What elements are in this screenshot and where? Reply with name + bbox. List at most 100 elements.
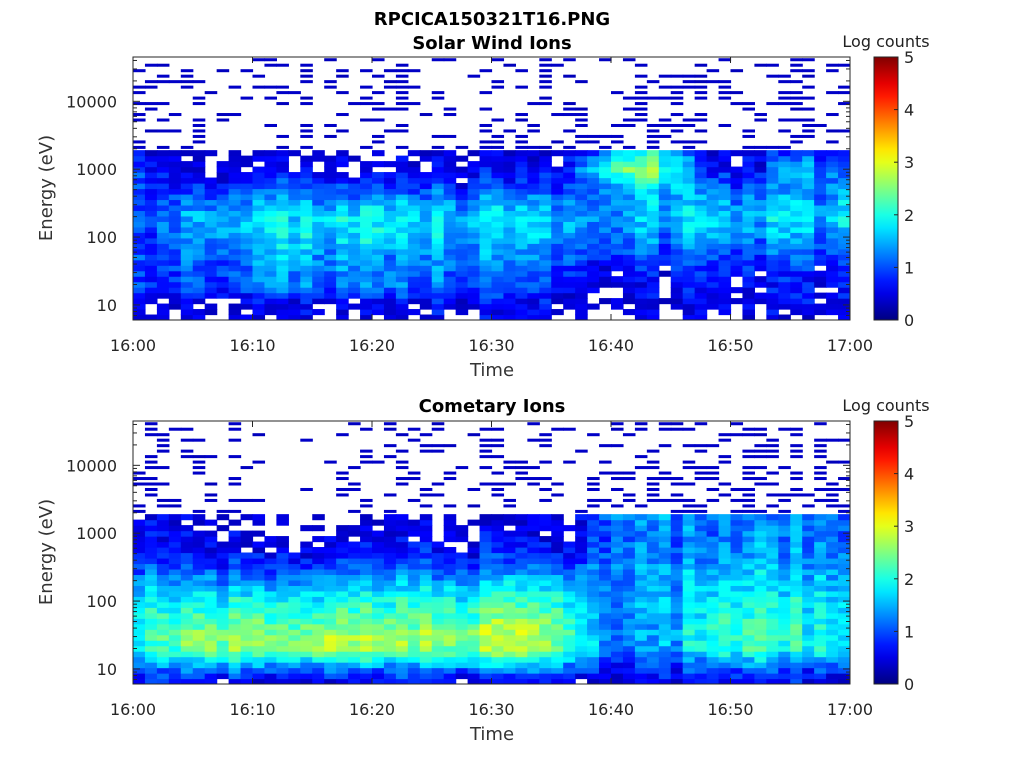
spectrogram-cell: [622, 525, 636, 532]
spectrogram-cell: [718, 276, 732, 283]
spectrogram-cell: [539, 596, 552, 603]
spectrogram-cell: [826, 607, 839, 614]
spectrogram-cell: [778, 579, 791, 586]
spectrogram-cell: [515, 118, 528, 122]
spectrogram-cell: [395, 287, 409, 294]
spectrogram-cell: [360, 673, 373, 680]
spectrogram-cell: [587, 276, 600, 283]
spectrogram-cell: [587, 155, 600, 162]
spectrogram-cell: [766, 188, 779, 195]
spectrogram-cell: [133, 193, 146, 201]
spectrogram-cell: [312, 276, 325, 283]
spectrogram-cell: [372, 541, 385, 548]
spectrogram-cell: [539, 656, 552, 663]
spectrogram-cell: [646, 129, 660, 133]
spectrogram-cell: [790, 140, 803, 144]
spectrogram-cell: [706, 210, 720, 217]
spectrogram-cell: [575, 590, 588, 597]
spectrogram-cell: [240, 199, 254, 206]
spectrogram-cell: [527, 634, 540, 641]
spectrogram-cell: [288, 232, 301, 239]
spectrogram-cell: [276, 662, 289, 669]
spectrogram-cell: [168, 596, 182, 603]
spectrogram-cell: [790, 667, 803, 674]
spectrogram-cell: [288, 640, 301, 647]
spectrogram-cell: [491, 487, 505, 491]
spectrogram-cell: [515, 287, 528, 294]
spectrogram-cell: [168, 177, 182, 184]
spectrogram-cell: [790, 563, 803, 570]
spectrogram-cell: [670, 519, 684, 526]
spectrogram-cell: [216, 557, 230, 565]
spectrogram-cell: [288, 292, 301, 299]
spectrogram-cell: [276, 596, 289, 603]
spectrogram-cell: [144, 552, 158, 559]
spectrogram-cell: [814, 221, 827, 228]
spectrogram-cell: [575, 557, 588, 565]
spectrogram-cell: [240, 629, 254, 636]
spectrogram-cell: [575, 547, 588, 554]
spectrogram-cell: [455, 237, 469, 244]
spectrogram-cell: [407, 177, 421, 184]
spectrogram-cell: [706, 634, 720, 641]
spectrogram-cell: [611, 590, 624, 597]
spectrogram-cell: [168, 585, 182, 592]
spectrogram-cell: [551, 287, 564, 294]
spectrogram-cell: [634, 183, 648, 190]
spectrogram-cell: [658, 150, 672, 157]
spectrogram-cell: [503, 519, 516, 526]
spectrogram-cell: [503, 172, 516, 179]
spectrogram-cell: [443, 155, 457, 162]
spectrogram-cell: [766, 662, 779, 669]
spectrogram-cell: [204, 482, 218, 486]
x-tick-label: 16:20: [349, 336, 395, 355]
spectrogram-cell: [348, 651, 361, 658]
spectrogram-cell: [276, 579, 289, 586]
spectrogram-cell: [742, 493, 755, 497]
spectrogram-cell: [288, 248, 301, 255]
spectrogram-cell: [228, 265, 242, 272]
spectrogram-cell: [419, 645, 433, 652]
spectrogram-cell: [742, 226, 755, 233]
spectrogram-cell: [300, 134, 313, 138]
spectrogram-cell: [443, 292, 457, 299]
spectrogram-cell: [372, 254, 385, 261]
spectrogram-cell: [336, 552, 349, 559]
spectrogram-cell: [515, 466, 528, 470]
spectrogram-cell: [419, 314, 433, 320]
spectrogram-cell: [587, 645, 600, 652]
spectrogram-cell: [658, 568, 672, 576]
spectrogram-cell: [180, 634, 194, 641]
spectrogram-cell: [778, 629, 791, 636]
spectrogram-cell: [407, 547, 421, 554]
spectrogram-cell: [144, 640, 158, 647]
spectrogram-cell: [192, 552, 206, 559]
spectrogram-cell: [515, 314, 528, 320]
spectrogram-cell: [479, 287, 493, 294]
spectrogram-cell: [670, 172, 684, 179]
spectrogram-cell: [778, 509, 791, 513]
spectrogram-cell: [276, 259, 289, 266]
spectrogram-cell: [658, 601, 672, 608]
spectrogram-cell: [168, 232, 182, 239]
spectrogram-cell: [288, 607, 301, 614]
spectrogram-cell: [814, 477, 827, 481]
spectrogram-cell: [252, 585, 266, 592]
spectrogram-cell: [646, 530, 660, 537]
spectrogram-cell: [539, 438, 552, 442]
spectrogram-cell: [312, 193, 325, 201]
spectrogram-cell: [599, 276, 612, 283]
spectrogram-cell: [216, 601, 230, 608]
spectrogram-cell: [395, 656, 409, 663]
spectrogram-cell: [467, 74, 481, 78]
spectrogram-cell: [838, 634, 850, 641]
spectrogram-cell: [479, 519, 493, 526]
spectrogram-cell: [431, 596, 445, 603]
spectrogram-cell: [634, 541, 648, 548]
spectrogram-cell: [216, 612, 230, 619]
spectrogram-cell: [575, 199, 588, 206]
spectrogram-cell: [527, 248, 540, 255]
spectrogram-cell: [814, 607, 827, 614]
spectrogram-cell: [670, 422, 684, 426]
spectrogram-cell: [276, 640, 289, 647]
